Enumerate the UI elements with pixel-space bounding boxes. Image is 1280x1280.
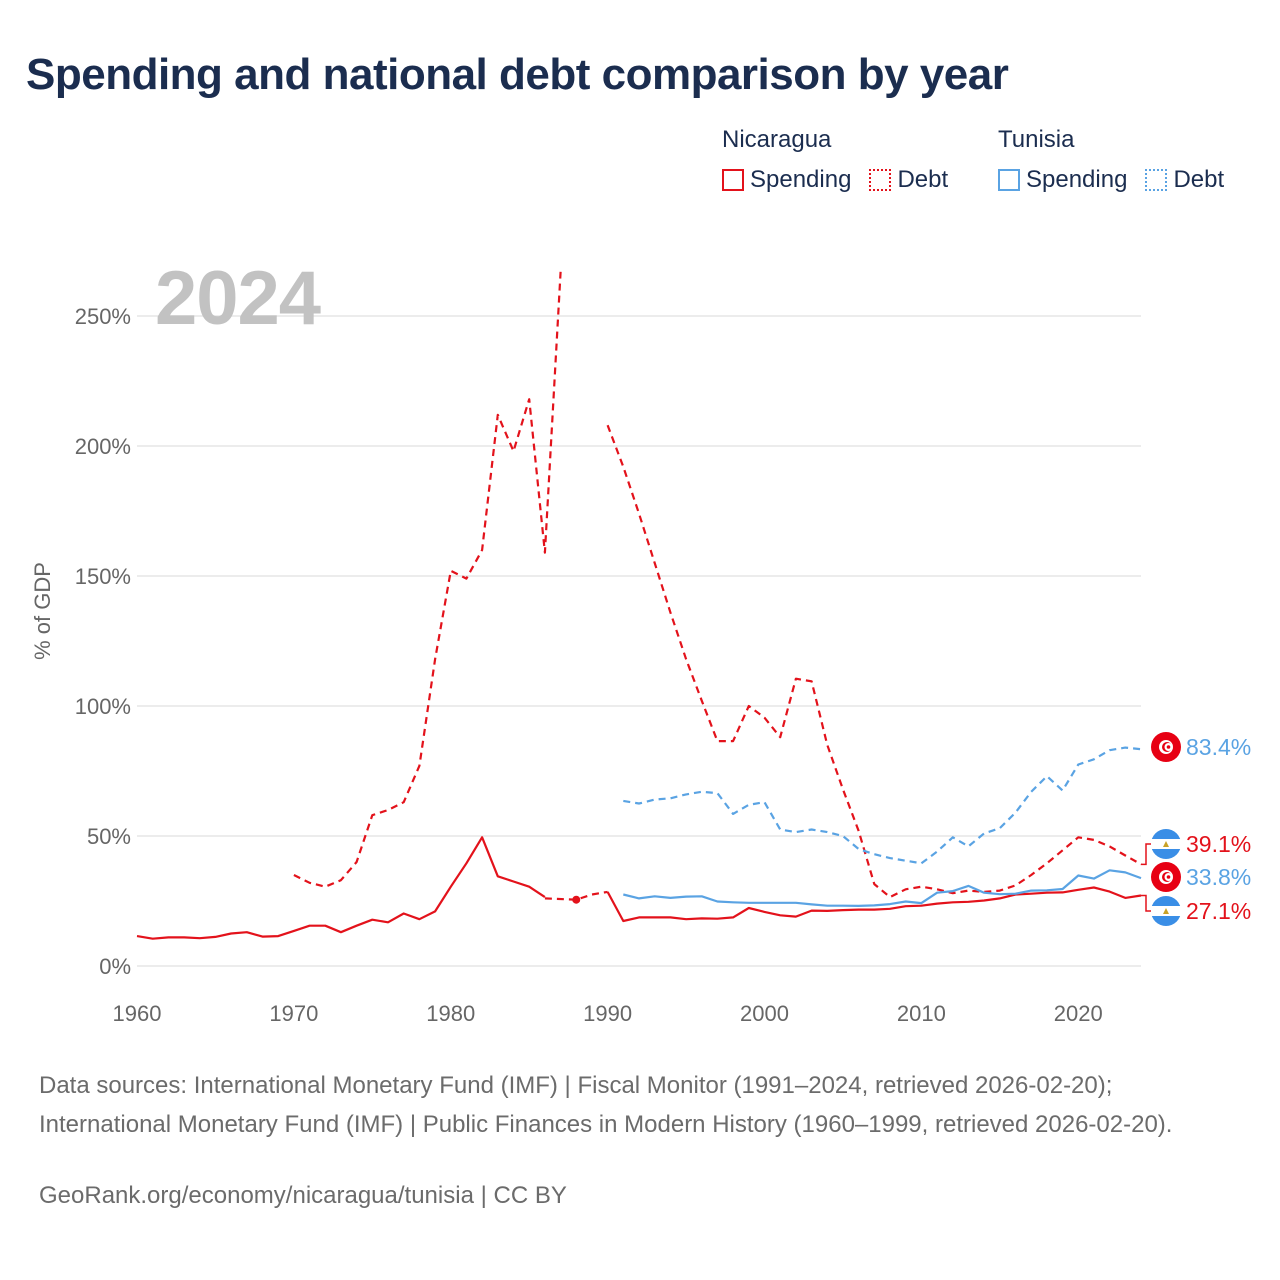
legend-label: Spending	[1026, 166, 1128, 193]
solid-line-swatch-icon	[998, 169, 1020, 191]
series-line	[606, 886, 1142, 923]
data-point	[572, 895, 581, 904]
end-value-label: 33.8%	[1186, 864, 1251, 890]
x-tick-label: 1990	[583, 1001, 632, 1026]
solid-line-swatch-icon	[722, 169, 744, 191]
x-tick-label: 2020	[1054, 1001, 1103, 1026]
series-line	[606, 424, 1142, 899]
dotted-line-swatch-icon	[1145, 169, 1168, 191]
x-tick-label: 1960	[113, 1001, 162, 1026]
y-tick-label: 150%	[75, 564, 131, 589]
legend-tunisia-spending[interactable]: Spending	[998, 166, 1127, 194]
legend-tunisia-debt[interactable]: Debt	[1145, 166, 1224, 194]
x-tick-label: 1970	[269, 1001, 318, 1026]
y-tick-label: 50%	[87, 824, 131, 849]
end-value-label: 27.1%	[1186, 898, 1251, 924]
legend-label: Debt	[1173, 166, 1225, 193]
series-line	[623, 869, 1142, 908]
y-tick-label: 0%	[99, 954, 131, 979]
legend-group-nicaragua: Nicaragua Spending Debt	[722, 124, 948, 194]
series-line	[293, 271, 562, 888]
end-value-label: 83.4%	[1186, 734, 1251, 760]
flag-emblem	[1163, 841, 1169, 847]
label-connector	[1141, 894, 1151, 912]
legend-group-tunisia: Tunisia Spending Debt	[998, 124, 1224, 194]
series-line	[623, 746, 1142, 865]
series-line	[136, 836, 546, 940]
x-tick-label: 2000	[740, 1001, 789, 1026]
flag-emblem	[1163, 908, 1169, 914]
y-tick-label: 100%	[75, 694, 131, 719]
y-axis-label: % of GDP	[30, 562, 55, 660]
line-chart: 0% 50% 100% 150% 200% 250% 1960 1970 1980 1990 200…	[30, 271, 1251, 1026]
end-value-label: 39.1%	[1186, 831, 1251, 857]
legend-country-name: Tunisia	[998, 126, 1075, 153]
flag-star	[1166, 745, 1171, 749]
y-tick-label: 200%	[75, 434, 131, 459]
y-tick-label: 250%	[75, 304, 131, 329]
x-tick-label: 2010	[897, 1001, 946, 1026]
x-tick-label: 1980	[426, 1001, 475, 1026]
dotted-line-swatch-icon	[869, 169, 892, 191]
flag-star	[1166, 875, 1171, 879]
series-line	[544, 890, 608, 901]
legend-nicaragua-spending[interactable]: Spending	[722, 166, 851, 194]
chart-title: Spending and national debt comparison by…	[26, 50, 1009, 99]
legend-label: Spending	[750, 166, 852, 193]
legend-label: Debt	[897, 166, 949, 193]
year-stamp: 2024	[155, 256, 321, 341]
source-link[interactable]: GeoRank.org/economy/nicaragua/tunisia | …	[39, 1182, 567, 1209]
label-connector	[1141, 843, 1151, 866]
legend-country-name: Nicaragua	[722, 126, 832, 153]
legend-nicaragua-debt[interactable]: Debt	[869, 166, 948, 194]
data-sources: Data sources: International Monetary Fun…	[39, 1072, 1173, 1138]
